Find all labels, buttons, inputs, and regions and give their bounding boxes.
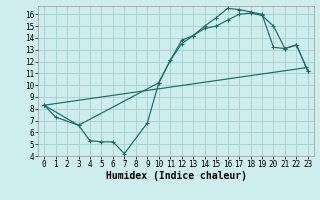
X-axis label: Humidex (Indice chaleur): Humidex (Indice chaleur) — [106, 171, 246, 181]
